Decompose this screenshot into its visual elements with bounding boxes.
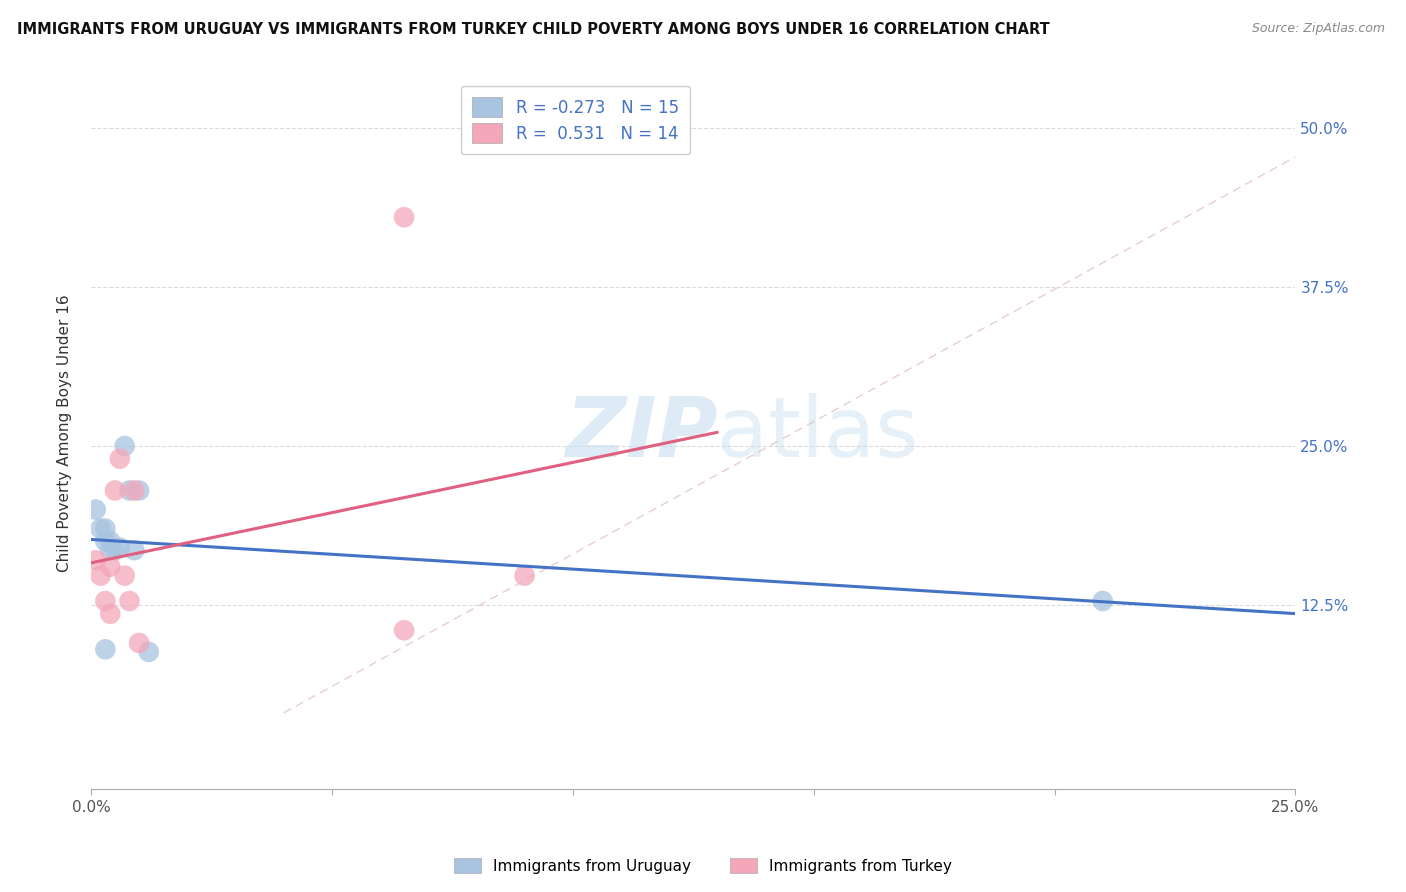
Point [392,211,415,225]
Text: Source: ZipAtlas.com: Source: ZipAtlas.com [1251,22,1385,36]
Point [108,541,131,555]
Text: IMMIGRANTS FROM URUGUAY VS IMMIGRANTS FROM TURKEY CHILD POVERTY AMONG BOYS UNDER: IMMIGRANTS FROM URUGUAY VS IMMIGRANTS FR… [17,22,1050,37]
Point [118,483,141,498]
Point [104,543,127,558]
Point [124,483,146,498]
Point [124,543,146,558]
Point [90,522,112,536]
Point [98,534,121,549]
Point [1091,594,1114,608]
Point [104,483,127,498]
Point [138,645,160,659]
Point [392,624,415,638]
Point [98,543,121,558]
Point [128,483,150,498]
Point [114,568,136,582]
Y-axis label: Child Poverty Among Boys Under 16: Child Poverty Among Boys Under 16 [58,294,72,572]
Legend: Immigrants from Uruguay, Immigrants from Turkey: Immigrants from Uruguay, Immigrants from… [447,852,959,880]
Point [513,568,536,582]
Legend: R = -0.273   N = 15, R =  0.531   N = 14: R = -0.273 N = 15, R = 0.531 N = 14 [461,86,690,154]
Point [98,559,121,574]
Point [108,451,131,466]
Text: atlas: atlas [717,392,920,474]
Point [84,502,107,516]
Point [98,607,121,621]
Point [118,594,141,608]
Point [94,534,117,549]
Text: ZIP: ZIP [565,392,717,474]
Point [94,522,117,536]
Point [94,594,117,608]
Point [128,636,150,650]
Point [84,553,107,567]
Point [114,439,136,453]
Point [94,642,117,657]
Point [90,568,112,582]
